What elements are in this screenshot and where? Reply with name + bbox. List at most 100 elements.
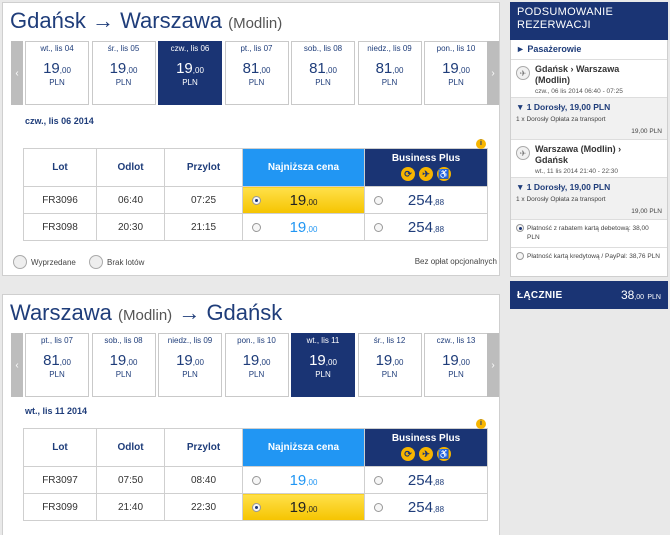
date-price: 19,00 (442, 60, 470, 77)
outbound-route-title: Gdańsk → Warszawa (Modlin) (10, 8, 283, 33)
lowest-fare-option[interactable]: 19,00 (242, 466, 365, 494)
date-price: 19,00 (442, 352, 470, 369)
fare-radio[interactable] (374, 476, 383, 485)
date-currency: PLN (315, 78, 331, 87)
total-label: ŁĄCZNIE (517, 289, 563, 301)
next-dates-button[interactable]: › (487, 41, 499, 105)
date-cell[interactable]: wt., lis 04 19,00 PLN (25, 41, 89, 105)
date-cell[interactable]: czw., lis 06 19,00 PLN (158, 41, 222, 105)
fare-radio[interactable] (252, 476, 261, 485)
date-currency: PLN (182, 370, 198, 379)
date-label: pt., lis 07 (240, 44, 273, 53)
fare-radio[interactable] (374, 503, 383, 512)
summary-pax-outbound[interactable]: ▼ 1 Dorosły, 19,00 PLN 1 x Dorosły Opłat… (511, 98, 667, 140)
date-label: pt., lis 07 (40, 336, 73, 345)
inbound-panel: Warszawa (Modlin) → Gdańsk ‹ pt., lis 07… (2, 294, 500, 535)
date-price: 19,00 (176, 60, 204, 77)
info-icon[interactable]: i (476, 139, 486, 149)
date-cell[interactable]: pt., lis 07 81,00 PLN (224, 41, 289, 105)
summary-pax-inbound[interactable]: ▼ 1 Dorosły, 19,00 PLN 1 x Dorosły Opłat… (511, 178, 667, 220)
date-currency: PLN (49, 370, 65, 379)
date-cell[interactable]: pon., lis 10 19,00 PLN (424, 41, 488, 105)
prev-dates-button[interactable]: ‹ (11, 41, 23, 105)
fare-price: 254,88 (407, 191, 445, 209)
payment-credit-option[interactable]: Płatność kartą kredytową / PayPal: 38,76… (511, 248, 667, 276)
flight-number: FR3097 (23, 466, 97, 494)
summary-leg-outbound: ✈ Gdańsk › Warszawa (Modlin) czw., 06 li… (511, 60, 667, 98)
date-currency: PLN (248, 370, 265, 379)
col-lowest-price: Najniższa cena (242, 148, 365, 187)
business-plus-fare-option[interactable]: 254,88 (364, 466, 488, 494)
no-optional-fees-label: Bez opłat opcjonalnych (414, 257, 497, 266)
lowest-fare-option[interactable]: 19,00 (242, 493, 365, 521)
fare-radio[interactable] (252, 223, 261, 232)
plane-icon: ✈ (516, 66, 530, 80)
priority-boarding-icon: ♿ (437, 446, 451, 461)
date-price: 19,00 (242, 352, 271, 369)
date-currency: PLN (182, 78, 198, 87)
fare-radio[interactable] (374, 196, 383, 205)
date-label: wt., lis 11 (306, 336, 340, 345)
date-price: 19,00 (375, 352, 404, 369)
col-business-plus: i Business Plus ⟳ ✈ ♿ (364, 419, 488, 467)
date-currency: PLN (49, 78, 65, 87)
business-plus-fare-option[interactable]: 254,88 (364, 213, 488, 241)
prev-dates-button[interactable]: ‹ (11, 333, 23, 397)
total-bar: ŁĄCZNIE 38,00 PLN (510, 281, 668, 309)
passengers-toggle[interactable]: ► Pasażerowie (511, 40, 667, 60)
date-cell[interactable]: sob., lis 08 81,00 PLN (291, 41, 355, 105)
inbound-route-title: Warszawa (Modlin) → Gdańsk (10, 300, 283, 325)
departure-time: 06:40 (96, 186, 165, 214)
fare-radio[interactable] (252, 196, 261, 205)
date-cell[interactable]: pon., lis 10 19,00 PLN (224, 333, 289, 397)
date-price: 19,00 (109, 352, 138, 369)
flight-number: FR3096 (23, 186, 97, 214)
business-plus-fare-option[interactable]: 254,88 (364, 186, 488, 214)
debit-radio[interactable] (516, 224, 524, 232)
fare-price: 254,88 (407, 218, 445, 236)
sold-out-icon (13, 255, 27, 269)
date-cell[interactable]: niedz., lis 09 81,00 PLN (357, 41, 422, 105)
date-cell[interactable]: śr., lis 05 19,00 PLN (91, 41, 156, 105)
date-price: 81,00 (375, 60, 404, 77)
credit-radio[interactable] (516, 252, 524, 260)
fare-radio[interactable] (374, 223, 383, 232)
flight-number: FR3098 (23, 213, 97, 241)
fast-track-icon: ✈ (419, 446, 433, 461)
next-dates-button[interactable]: › (487, 333, 499, 397)
lowest-fare-option[interactable]: 19,00 (242, 213, 365, 241)
col-business-plus: i Business Plus ⟳ ✈ ♿ (364, 139, 488, 187)
arrival-time: 08:40 (164, 466, 243, 494)
outbound-date-carousel: ‹ wt., lis 04 19,00 PLN śr., lis 05 19,00 PLN… (11, 41, 501, 105)
date-label: śr., lis 05 (107, 44, 140, 53)
fare-price: 19,00 (289, 191, 318, 209)
arrival-time: 07:25 (164, 186, 243, 214)
inbound-date-carousel: ‹ pt., lis 07 81,00 PLN sob., lis 08 19,00 PL… (11, 333, 501, 397)
date-cell[interactable]: śr., lis 12 19,00 PLN (357, 333, 422, 397)
business-plus-label: Business Plus (391, 152, 461, 164)
fare-price: 19,00 (289, 498, 318, 516)
lowest-fare-option[interactable]: 19,00 (242, 186, 365, 214)
date-cell[interactable]: czw., lis 13 19,00 PLN (424, 333, 488, 397)
date-currency: PLN (448, 370, 464, 379)
date-label: śr., lis 12 (373, 336, 406, 345)
plane-icon: ✈ (516, 146, 530, 160)
business-plus-fare-option[interactable]: 254,88 (364, 493, 488, 521)
date-label: niedz., lis 09 (367, 44, 412, 53)
date-cell[interactable]: pt., lis 07 81,00 PLN (25, 333, 89, 397)
date-price: 19,00 (309, 352, 337, 369)
fare-radio[interactable] (252, 503, 261, 512)
date-cell[interactable]: wt., lis 11 19,00 PLN (291, 333, 355, 397)
info-icon[interactable]: i (476, 419, 486, 429)
date-currency: PLN (448, 78, 464, 87)
date-cell[interactable]: sob., lis 08 19,00 PLN (91, 333, 156, 397)
no-flights-label: Brak lotów (107, 257, 145, 267)
sold-out-label: Wyprzedane (31, 257, 76, 267)
no-flights-icon (89, 255, 103, 269)
payment-debit-option[interactable]: Płatność z rabatem kartą debetową: 38,00… (511, 220, 667, 248)
date-cell[interactable]: niedz., lis 09 19,00 PLN (158, 333, 222, 397)
date-price: 19,00 (176, 352, 204, 369)
date-currency: PLN (381, 78, 398, 87)
col-departure: Odlot (96, 148, 165, 187)
departure-time: 21:40 (96, 493, 165, 521)
